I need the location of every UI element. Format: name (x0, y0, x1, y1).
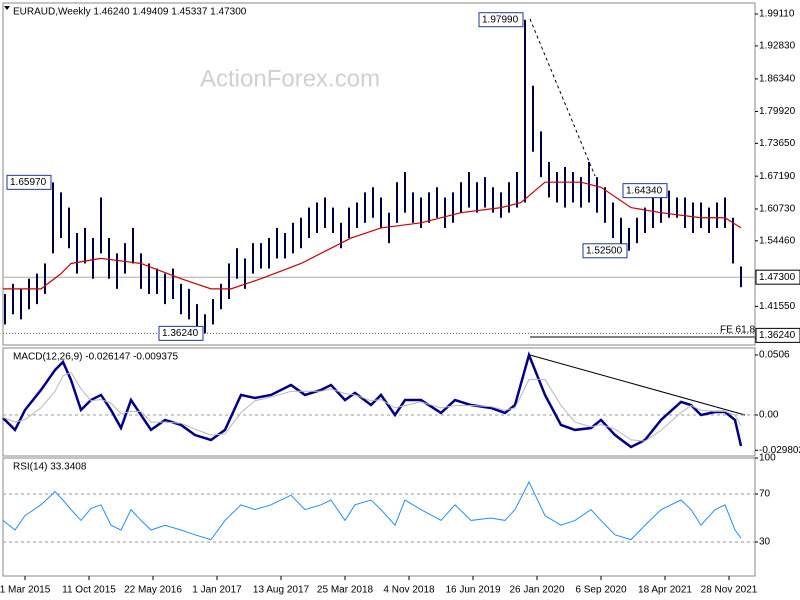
annotation-box (622, 183, 668, 199)
watermark: ActionForex.com (200, 65, 380, 92)
macd-trend-line (529, 354, 746, 416)
annotation-box (478, 12, 524, 28)
y-tick-label: 1.67190 (759, 171, 796, 182)
annotation: 1.97990 (482, 14, 519, 25)
annotation: 1.36240 (162, 328, 199, 339)
y-tick-label: 0.0506 (759, 350, 790, 361)
level-label-box (755, 327, 800, 343)
last-price-label: 1.47300 (759, 272, 796, 283)
y-tick-label: 1.86340 (759, 74, 796, 85)
x-tick-label: 26 Jan 2020 (509, 585, 564, 596)
y-tick-label: 1.60730 (759, 204, 796, 215)
y-tick-label: 100 (759, 453, 776, 464)
y-tick-label: 1.99110 (759, 9, 795, 20)
annotation: 1.52500 (586, 245, 623, 256)
series-line (2, 480, 742, 541)
x-tick-label: 6 Sep 2020 (575, 585, 627, 596)
annotation-box (6, 174, 52, 190)
level-label: 1.36240 (759, 330, 796, 341)
annotation: 1.64340 (626, 185, 663, 196)
trend-line (529, 18, 596, 177)
pane-title: MACD(12,26,9) -0.026147 -0.009375 (13, 352, 179, 363)
x-tick-label: 1 Mar 2015 (0, 585, 51, 596)
x-tick-label: 28 Nov 2021 (701, 585, 758, 596)
x-tick-label: 1 Jan 2017 (192, 585, 242, 596)
last-price-label-box (755, 269, 800, 285)
pane-frame (2, 457, 756, 577)
pane-frame (2, 2, 756, 346)
x-tick-label: 13 Aug 2017 (253, 585, 310, 596)
y-tick-label: 1.79920 (759, 106, 796, 117)
x-tick-label: 18 Apr 2021 (638, 585, 692, 596)
moving-average (3, 181, 742, 290)
annotation-box (582, 243, 628, 259)
annotation: 1.65970 (10, 177, 47, 188)
x-tick-label: 4 Nov 2018 (383, 585, 435, 596)
series-line (2, 371, 742, 442)
y-tick-label: 0.00 (759, 410, 779, 421)
x-tick-label: 22 May 2016 (124, 585, 182, 596)
y-tick-label: 1.41550 (759, 301, 796, 312)
fe-label: FE 61.8 (720, 325, 755, 336)
x-tick-label: 25 Mar 2018 (317, 585, 374, 596)
y-tick-label: 1.54460 (759, 235, 796, 246)
y-tick-label: 70 (759, 489, 771, 500)
y-tick-label: 1.73650 (759, 138, 796, 149)
series-line (2, 351, 743, 449)
title-marker (4, 6, 10, 10)
pane-title: EURAUD,Weekly 1.46240 1.49409 1.45337 1.… (13, 7, 247, 18)
annotation-box (158, 325, 204, 341)
y-tick-label: -0.029802 (759, 445, 800, 456)
pane-title: RSI(14) 33.3408 (13, 462, 87, 473)
pane-frame (2, 347, 756, 457)
y-tick-label: 1.92830 (759, 41, 796, 52)
x-tick-label: 16 Jun 2019 (445, 585, 500, 596)
x-tick-label: 11 Oct 2015 (62, 585, 116, 596)
y-tick-label: 30 (759, 537, 771, 548)
